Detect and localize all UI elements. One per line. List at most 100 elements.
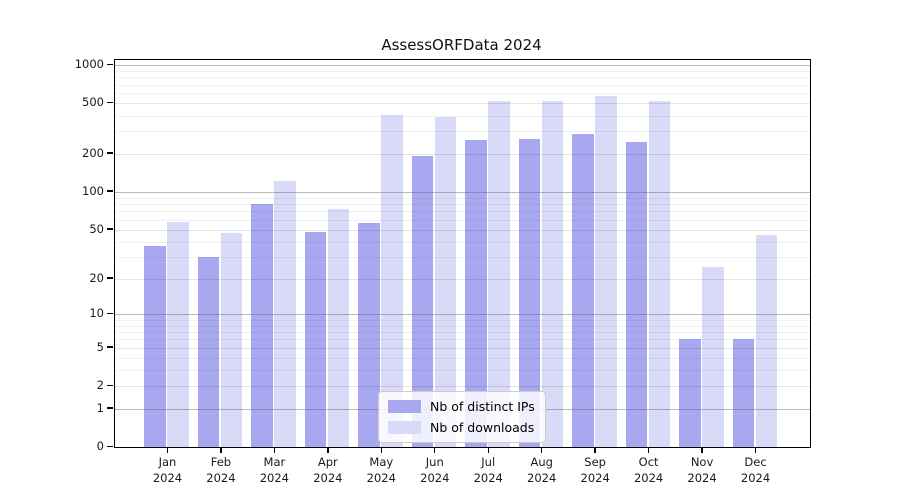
y-tick-mark — [106, 101, 113, 104]
bar-distinct-ips — [465, 140, 487, 447]
y-tick-mark — [106, 152, 113, 154]
bar-distinct-ips — [625, 141, 648, 447]
y-tick-mark — [106, 228, 113, 230]
legend-item-distinct-ips: Nb of distinct IPs — [388, 399, 535, 414]
bar-downloads — [648, 101, 671, 447]
x-tick-label: Dec 2024 — [724, 454, 788, 486]
x-tick-label: Jan 2024 — [135, 454, 199, 486]
gridline — [115, 332, 810, 334]
gridline — [115, 115, 810, 117]
x-tick-mark — [701, 447, 703, 453]
x-tick-sublabel: 2024 — [152, 471, 183, 485]
y-tick-mark — [106, 277, 113, 279]
x-tick-mark — [380, 447, 382, 453]
y-tick-label: 50 — [89, 221, 104, 236]
y-tick-mark — [106, 445, 113, 447]
y-tick-label: 20 — [89, 270, 104, 285]
y-tick-label: 5 — [96, 339, 104, 354]
y-tick-mark — [106, 190, 113, 192]
legend-swatch-distinct-ips — [388, 400, 421, 413]
y-tick-label: 200 — [82, 145, 104, 160]
gridline — [115, 386, 810, 388]
bar-distinct-ips — [572, 134, 594, 447]
x-tick-mark — [647, 447, 650, 453]
x-tick-sublabel: 2024 — [206, 471, 236, 485]
legend: Nb of distinct IPs Nb of downloads — [378, 391, 546, 443]
gridline — [115, 103, 810, 105]
x-tick-mark — [754, 447, 757, 453]
legend-label-distinct-ips: Nb of distinct IPs — [430, 399, 535, 414]
bar-distinct-ips — [518, 139, 541, 447]
gridline — [115, 93, 810, 95]
x-tick-mark — [434, 447, 436, 453]
x-tick-mark — [166, 447, 169, 453]
x-tick-mark — [327, 447, 329, 453]
y-tick-label: 0 — [96, 439, 104, 453]
x-tick-sublabel: 2024 — [740, 471, 771, 485]
bar-downloads — [434, 117, 457, 447]
bar-distinct-ips — [732, 339, 755, 447]
gridline — [115, 339, 810, 341]
y-tick-label: 500 — [82, 95, 104, 110]
y-tick-label: 10 — [89, 306, 104, 321]
legend-label-downloads: Nb of downloads — [430, 420, 535, 435]
y-tick-label: 100 — [82, 183, 104, 198]
gridline — [115, 131, 810, 133]
x-tick-label: Oct 2024 — [617, 454, 681, 486]
gridline — [115, 370, 810, 372]
x-tick-sublabel: 2024 — [259, 471, 290, 485]
bar-distinct-ips — [197, 257, 220, 447]
gridline — [115, 257, 810, 259]
gridline — [115, 191, 810, 193]
bar-downloads — [541, 100, 564, 447]
bar-downloads — [327, 209, 350, 447]
legend-swatch-downloads — [388, 421, 421, 434]
x-tick-mark — [273, 447, 276, 453]
gridline — [115, 278, 810, 280]
bar-downloads — [220, 232, 243, 447]
x-tick-sublabel: 2024 — [473, 471, 503, 485]
x-tick-label: Feb 2024 — [189, 454, 253, 486]
x-tick-label: Apr 2024 — [296, 454, 360, 486]
gridline — [115, 65, 810, 67]
bar-downloads — [381, 114, 403, 447]
x-tick-sublabel: 2024 — [420, 471, 450, 485]
x-tick-mark — [540, 447, 543, 453]
gridline — [115, 84, 810, 86]
y-tick-mark — [106, 63, 113, 65]
y-tick-label: 2 — [96, 378, 104, 393]
x-tick-label: Nov 2024 — [670, 454, 734, 486]
gridline — [115, 241, 810, 243]
bar-distinct-ips — [679, 339, 701, 447]
bar-downloads — [488, 100, 510, 447]
y-tick-label: 1000 — [74, 57, 104, 72]
gridline — [115, 77, 810, 79]
plot-area: Nb of distinct IPs Nb of downloads — [114, 59, 811, 448]
legend-item-downloads: Nb of downloads — [388, 420, 535, 435]
bar-downloads — [167, 221, 189, 447]
gridline — [115, 211, 810, 213]
x-tick-label: Sep 2024 — [563, 454, 627, 486]
gridline — [115, 153, 810, 155]
x-tick-sublabel: 2024 — [313, 471, 343, 485]
x-tick-mark — [594, 447, 596, 453]
gridline — [115, 197, 810, 199]
x-tick-mark — [220, 447, 222, 453]
gridline — [115, 347, 810, 349]
gridline — [115, 358, 810, 360]
x-tick-label: May 2024 — [349, 454, 413, 486]
x-tick-label: Jun 2024 — [403, 454, 467, 486]
gridline — [115, 70, 810, 72]
y-tick-mark — [106, 407, 113, 409]
bar-distinct-ips — [251, 204, 273, 447]
x-tick-label: Mar 2024 — [242, 454, 306, 486]
gridline — [115, 325, 810, 327]
x-tick-mark — [487, 447, 489, 453]
bar-downloads — [274, 180, 296, 447]
gridline — [115, 314, 810, 316]
x-tick-sublabel: 2024 — [527, 471, 557, 485]
bar-downloads — [755, 235, 778, 447]
bar-distinct-ips — [411, 155, 434, 447]
gridline — [115, 229, 810, 231]
